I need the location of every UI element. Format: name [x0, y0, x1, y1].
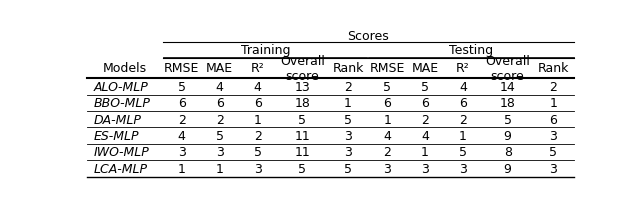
Text: 1: 1	[178, 162, 186, 175]
Text: 5: 5	[298, 162, 307, 175]
Text: Training: Training	[241, 44, 290, 57]
Text: 18: 18	[294, 97, 310, 110]
Text: 5: 5	[459, 146, 467, 159]
Text: 1: 1	[253, 113, 262, 126]
Text: 2: 2	[253, 129, 262, 142]
Text: 2: 2	[459, 113, 467, 126]
Text: DA-MLP: DA-MLP	[93, 113, 141, 126]
Text: 4: 4	[216, 80, 223, 93]
Text: 5: 5	[549, 146, 557, 159]
Text: 4: 4	[421, 129, 429, 142]
Text: 2: 2	[550, 80, 557, 93]
Text: 5: 5	[344, 162, 352, 175]
Text: MAE: MAE	[412, 62, 438, 75]
Text: 5: 5	[178, 80, 186, 93]
Text: 1: 1	[421, 146, 429, 159]
Text: 5: 5	[421, 80, 429, 93]
Text: 2: 2	[178, 113, 186, 126]
Text: 3: 3	[421, 162, 429, 175]
Text: 11: 11	[294, 146, 310, 159]
Text: Rank: Rank	[332, 62, 364, 75]
Text: 3: 3	[253, 162, 262, 175]
Text: 6: 6	[253, 97, 262, 110]
Text: 6: 6	[421, 97, 429, 110]
Text: 5: 5	[344, 113, 352, 126]
Text: 6: 6	[216, 97, 223, 110]
Text: 2: 2	[344, 80, 352, 93]
Text: 3: 3	[550, 162, 557, 175]
Text: ES-MLP: ES-MLP	[93, 129, 139, 142]
Text: Overall
score: Overall score	[485, 55, 530, 82]
Text: 8: 8	[504, 146, 511, 159]
Text: IWO-MLP: IWO-MLP	[93, 146, 149, 159]
Text: 3: 3	[550, 129, 557, 142]
Text: ALO-MLP: ALO-MLP	[93, 80, 148, 93]
Text: 2: 2	[216, 113, 223, 126]
Text: RMSE: RMSE	[369, 62, 405, 75]
Text: 1: 1	[344, 97, 352, 110]
Text: Rank: Rank	[538, 62, 569, 75]
Text: 18: 18	[500, 97, 516, 110]
Text: 6: 6	[550, 113, 557, 126]
Text: 6: 6	[459, 97, 467, 110]
Text: 5: 5	[298, 113, 307, 126]
Text: 5: 5	[216, 129, 224, 142]
Text: 13: 13	[294, 80, 310, 93]
Text: 4: 4	[178, 129, 186, 142]
Text: 2: 2	[383, 146, 391, 159]
Text: 4: 4	[459, 80, 467, 93]
Text: R²: R²	[251, 62, 264, 75]
Text: Testing: Testing	[449, 44, 493, 57]
Text: 4: 4	[383, 129, 391, 142]
Text: 11: 11	[294, 129, 310, 142]
Text: RMSE: RMSE	[164, 62, 200, 75]
Text: 1: 1	[216, 162, 223, 175]
Text: 3: 3	[178, 146, 186, 159]
Text: 1: 1	[550, 97, 557, 110]
Text: 6: 6	[178, 97, 186, 110]
Text: Overall
score: Overall score	[280, 55, 324, 82]
Text: 5: 5	[504, 113, 511, 126]
Text: LCA-MLP: LCA-MLP	[93, 162, 147, 175]
Text: 3: 3	[383, 162, 391, 175]
Text: 3: 3	[344, 146, 352, 159]
Text: 3: 3	[459, 162, 467, 175]
Text: 14: 14	[500, 80, 516, 93]
Text: 3: 3	[216, 146, 223, 159]
Text: 5: 5	[383, 80, 391, 93]
Text: 5: 5	[253, 146, 262, 159]
Text: 6: 6	[383, 97, 391, 110]
Text: 9: 9	[504, 129, 511, 142]
Text: Scores: Scores	[348, 29, 389, 42]
Text: 9: 9	[504, 162, 511, 175]
Text: BBO-MLP: BBO-MLP	[93, 97, 150, 110]
Text: 2: 2	[421, 113, 429, 126]
Text: 1: 1	[459, 129, 467, 142]
Text: 3: 3	[344, 129, 352, 142]
Text: 4: 4	[253, 80, 262, 93]
Text: R²: R²	[456, 62, 470, 75]
Text: 1: 1	[383, 113, 391, 126]
Text: Models: Models	[103, 62, 147, 75]
Text: MAE: MAE	[206, 62, 233, 75]
